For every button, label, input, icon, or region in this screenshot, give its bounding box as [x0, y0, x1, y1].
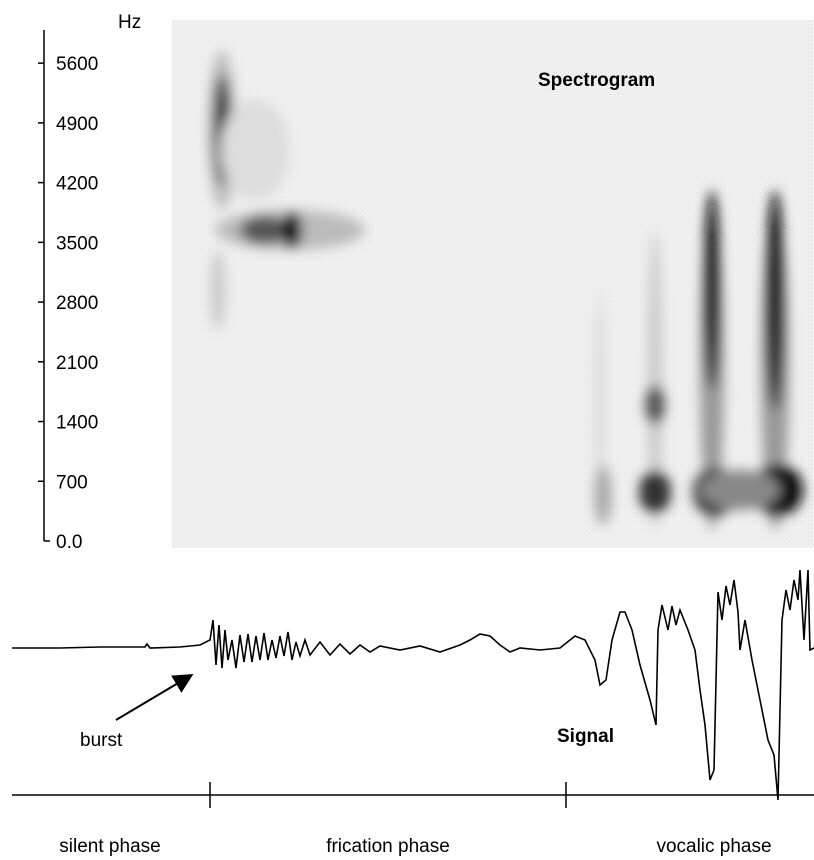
signal-label: Signal	[557, 726, 614, 747]
tick-label: 0.0	[56, 532, 82, 553]
phase-label: frication phase	[326, 836, 450, 857]
tick-label: 4900	[56, 114, 98, 135]
burst-label: burst	[80, 730, 123, 751]
phase-label: vocalic phase	[656, 836, 771, 857]
waveform	[12, 569, 814, 801]
spectrogram-label: Spectrogram	[538, 70, 655, 91]
tick-label: 1400	[56, 413, 98, 434]
phase-label: silent phase	[59, 836, 160, 857]
tick-label: 700	[56, 472, 88, 493]
burst-arrow	[115, 673, 194, 721]
axis-unit: Hz	[118, 12, 141, 33]
tick-label: 3500	[56, 233, 98, 254]
tick-label: 4200	[56, 174, 98, 195]
tick-label: 2800	[56, 293, 98, 314]
spectrogram-energy	[208, 50, 803, 530]
tick-label: 2100	[56, 353, 98, 374]
phase-timeline	[12, 782, 814, 808]
tick-label: 5600	[56, 54, 98, 75]
